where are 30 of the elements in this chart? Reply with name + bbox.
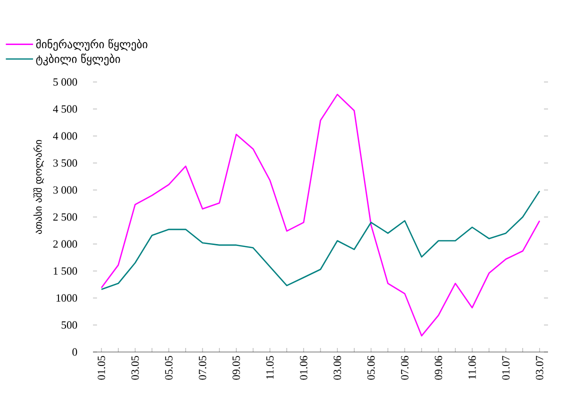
y-axis-title: ათასი აშშ დოლარი — [33, 140, 44, 234]
y-tick-label: 2 000 — [53, 240, 78, 248]
y-tick-label: 1000 — [56, 294, 78, 302]
y-tick-label: 3 000 — [53, 186, 78, 194]
x-tick-label: 11.05 — [266, 356, 274, 379]
y-tick-label: 0 — [72, 348, 78, 356]
x-tick-label: 01.05 — [98, 356, 106, 380]
x-tick-label: 03.07 — [536, 356, 544, 380]
x-tick-label: 01.07 — [502, 356, 510, 380]
y-tick-label: 2 500 — [53, 213, 78, 221]
y-tick-label: 3 500 — [53, 159, 78, 167]
y-tick-label: 4 000 — [53, 132, 78, 140]
x-tick-label: 01.06 — [300, 356, 308, 380]
y-tick-label: 500 — [62, 321, 78, 329]
legend-label: ტკბილი წყლები — [36, 54, 120, 66]
y-tick-label: 5 000 — [53, 78, 78, 86]
x-tick-label: 11.06 — [468, 356, 476, 379]
line-series — [100, 94, 540, 336]
y-tick-label: 4 500 — [53, 105, 78, 113]
x-tick-label: 07.05 — [198, 356, 206, 380]
x-tick-label: 05.06 — [367, 356, 375, 380]
x-tick-label: 05.05 — [165, 356, 173, 380]
x-tick-label: 03.05 — [131, 356, 139, 380]
x-tick-label: 09.05 — [232, 356, 240, 380]
x-tick-label: 09.06 — [434, 356, 442, 380]
x-tick-label: 03.06 — [334, 356, 342, 380]
legend-label: მინერალური წყლები — [36, 38, 148, 51]
y-tick-label: 1 500 — [54, 267, 78, 275]
x-tick-label: 07.06 — [401, 356, 408, 380]
line-series — [100, 190, 540, 290]
